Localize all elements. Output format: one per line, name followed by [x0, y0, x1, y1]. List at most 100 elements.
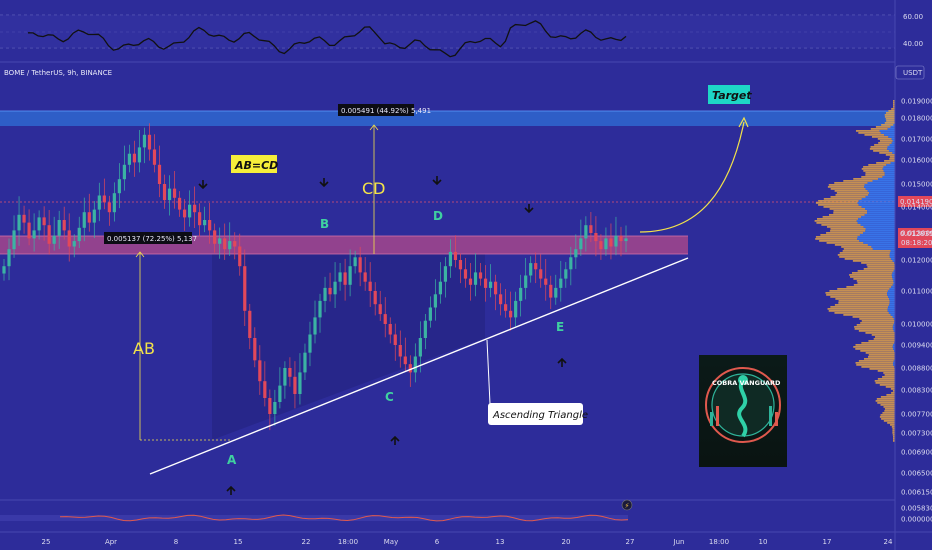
candle-body [579, 238, 583, 250]
candle-body [438, 281, 443, 295]
volume-profile-bar [816, 218, 859, 220]
volume-profile-bar [877, 138, 892, 140]
candle-body [574, 249, 578, 258]
volume-profile-bar [863, 232, 895, 234]
volume-profile-bar [880, 132, 895, 134]
candle-body [2, 266, 6, 274]
volume-profile-bar [834, 244, 868, 246]
candle-body [318, 300, 322, 318]
volume-profile-bar [890, 388, 895, 390]
candle-body [483, 278, 488, 288]
time-tick-label: May [384, 538, 398, 546]
candle-body [273, 402, 277, 414]
svg-text:⚡: ⚡ [625, 502, 630, 510]
volume-profile-bar [865, 352, 895, 354]
volume-profile-bar [860, 224, 895, 226]
volume-profile-bar [833, 212, 868, 214]
volume-profile-bar [873, 150, 889, 152]
candle-body [428, 307, 432, 321]
volume-profile-bar [858, 218, 895, 220]
volume-profile-bar [884, 134, 895, 136]
volume-profile-bar [885, 118, 895, 120]
symbol-title: BOME / TetherUS, 9h, BINANCE [4, 69, 112, 77]
volume-profile-bar [855, 348, 894, 350]
volume-profile-bar [857, 270, 894, 272]
volume-profile-bar [863, 242, 895, 244]
volume-profile-bar [865, 172, 885, 174]
price-scale[interactable]: USDT 0.014190 0.012835 08:18:20 [894, 0, 932, 550]
volume-profile-bar [860, 322, 895, 324]
candle-body [624, 238, 628, 242]
volume-profile-bar [855, 344, 894, 346]
volume-profile-bar [826, 294, 888, 296]
price-tick-label: 0.015000 [901, 181, 932, 189]
volume-profile-bar [884, 160, 895, 162]
price-tick-label: 0.006150 [901, 489, 932, 497]
candle-body [52, 235, 56, 244]
candle-body [313, 317, 317, 335]
volume-profile-bar [879, 152, 893, 154]
volume-profile-bar [884, 408, 895, 410]
volume-profile-bar [893, 324, 895, 326]
time-tick-label: 20 [562, 538, 571, 546]
candle-body [177, 197, 182, 210]
candle-body [152, 149, 157, 165]
volume-profile-bar [853, 346, 893, 348]
volume-profile-bar [844, 258, 891, 260]
volume-profile-bar [842, 250, 891, 252]
candle-body [298, 372, 302, 394]
volume-profile-bar [892, 316, 895, 318]
oscillator-pane [0, 0, 895, 60]
time-tick-label: 13 [496, 538, 505, 546]
candle-body [293, 376, 297, 394]
cd-label: CD [362, 179, 386, 198]
volume-profile-bar [888, 136, 895, 138]
volume-profile-bar [867, 244, 895, 246]
volume-profile-bar [852, 260, 893, 262]
volume-profile [814, 100, 895, 442]
time-axis[interactable]: 25 Apr 8 15 22 18:00 May 6 13 20 27 Jun 18:00 10 17 24 [42, 538, 893, 546]
candle-body [493, 281, 498, 295]
price-tick-label: 0.006500 [901, 470, 932, 478]
candle-body [47, 225, 51, 244]
volume-profile-bar [853, 178, 879, 180]
volume-profile-bar [863, 226, 895, 228]
candle-body [42, 217, 46, 226]
volume-profile-bar [892, 430, 895, 432]
time-tick-label: 18:00 [709, 538, 729, 546]
candle-body [353, 257, 357, 267]
volume-profile-bar [837, 288, 890, 290]
volume-profile-bar [884, 374, 895, 376]
candle-body [554, 287, 558, 298]
volume-profile-bar [893, 364, 895, 366]
candle-body [599, 241, 603, 250]
time-tick-label: 15 [234, 538, 243, 546]
candle-body [584, 225, 588, 239]
volume-profile-bar [893, 440, 895, 442]
candle-body [132, 153, 137, 163]
volume-profile-bar [846, 286, 892, 288]
volume-profile-bar [865, 228, 895, 230]
volume-profile-bar [819, 240, 860, 242]
volume-profile-bar [885, 112, 895, 114]
volume-profile-bar [861, 262, 895, 264]
volume-profile-bar [877, 370, 895, 372]
volume-profile-bar [892, 432, 895, 434]
time-tick-label: 27 [626, 538, 635, 546]
volume-profile-bar [889, 288, 895, 290]
volume-profile-bar [890, 126, 895, 128]
time-tick-label: 25 [42, 538, 51, 546]
volume-profile-bar [834, 190, 868, 192]
volume-profile-bar [884, 172, 895, 174]
volume-profile-bar [861, 366, 895, 368]
candle-body [233, 241, 237, 247]
volume-profile-bar [886, 164, 895, 166]
volume-profile-bar [888, 306, 895, 308]
volume-profile-bar [860, 350, 895, 352]
volume-profile-bar [888, 296, 895, 298]
volume-profile-bar [893, 438, 895, 440]
volume-profile-bar [853, 284, 893, 286]
candle-body [403, 356, 407, 365]
candle-body [92, 209, 96, 223]
